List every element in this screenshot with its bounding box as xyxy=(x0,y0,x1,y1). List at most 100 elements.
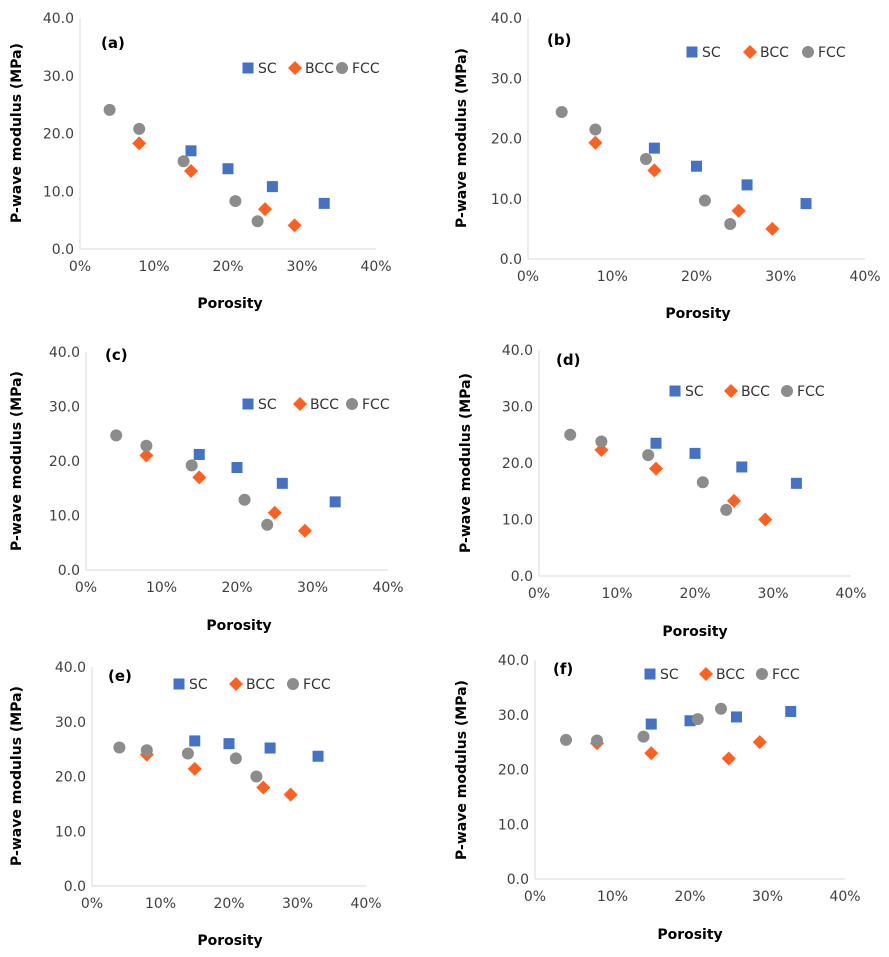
legend-label-bcc: BCC xyxy=(760,45,789,61)
x-tick-label: 40% xyxy=(350,896,381,912)
data-point-bcc xyxy=(765,221,780,236)
x-tick-label: 40% xyxy=(835,586,866,602)
x-axis-label: Porosity xyxy=(662,624,727,640)
data-point-sc xyxy=(318,197,330,209)
x-tick-label: 0% xyxy=(75,580,97,596)
data-point-fcc xyxy=(595,435,608,448)
data-point-bcc xyxy=(184,164,198,179)
legend-marker-bcc xyxy=(288,61,302,75)
legend-marker-sc xyxy=(173,678,185,690)
panel-label: (b) xyxy=(547,31,571,49)
y-tick-label: 20.0 xyxy=(43,127,74,143)
legend: SC BCC FCC xyxy=(669,384,825,400)
x-tick-label: 20% xyxy=(221,580,252,596)
data-point-bcc xyxy=(649,461,663,476)
data-point-bcc xyxy=(256,780,271,795)
data-point-sc xyxy=(231,462,243,474)
y-tick-label: 20.0 xyxy=(491,132,522,148)
x-tick-label: 20% xyxy=(213,896,244,912)
data-point-fcc xyxy=(110,429,123,442)
y-tick-label: 10.0 xyxy=(49,509,80,525)
x-tick-label: 0% xyxy=(81,896,103,912)
y-tick-label: 0.0 xyxy=(58,563,80,579)
legend-label-bcc: BCC xyxy=(741,384,770,400)
data-point-fcc xyxy=(103,103,116,116)
data-point-sc xyxy=(264,742,276,754)
y-axis-label: P-wave modulus (MPa) xyxy=(454,680,470,860)
y-tick-label: 0.0 xyxy=(64,879,86,895)
data-point-bcc xyxy=(758,512,773,527)
data-point-bcc xyxy=(588,135,603,150)
legend-label-fcc: FCC xyxy=(362,397,390,413)
data-point-fcc xyxy=(229,195,242,208)
legend-label-fcc: FCC xyxy=(352,61,380,77)
x-tick-label: 10% xyxy=(138,259,169,275)
legend-label-bcc: BCC xyxy=(310,397,339,413)
legend-marker-bcc xyxy=(724,384,738,398)
y-axis-label: P-wave modulus (MPa) xyxy=(9,43,25,223)
legend-marker-fcc xyxy=(287,678,299,690)
legend-label-sc: SC xyxy=(189,677,208,693)
y-tick-label: 10.0 xyxy=(491,192,522,208)
legend-marker-sc xyxy=(686,46,698,58)
data-point-sc xyxy=(312,750,324,762)
data-point-fcc xyxy=(560,733,572,746)
data-point-bcc xyxy=(727,493,741,508)
legend: SC BCC FCC xyxy=(686,45,846,61)
y-tick-label: 20.0 xyxy=(502,456,533,472)
data-point-sc xyxy=(193,448,205,460)
x-tick-label: 0% xyxy=(69,259,91,275)
data-point-bcc xyxy=(721,751,736,766)
x-tick-label: 10% xyxy=(597,269,628,285)
panel-label: (e) xyxy=(108,667,132,685)
y-tick-label: 40.0 xyxy=(498,653,529,669)
data-point-bcc xyxy=(139,448,154,463)
y-tick-label: 30.0 xyxy=(55,715,86,731)
legend: SC BCC FCC xyxy=(644,667,800,683)
data-point-sc xyxy=(650,437,662,449)
data-point-sc xyxy=(185,145,197,157)
data-point-sc xyxy=(329,496,341,508)
data-point-bcc xyxy=(267,505,282,520)
x-tick-label: 30% xyxy=(282,896,313,912)
x-tick-label: 10% xyxy=(597,889,628,905)
y-tick-label: 40.0 xyxy=(502,343,533,359)
data-point-bcc xyxy=(287,218,302,233)
x-axis-label: Porosity xyxy=(206,618,271,634)
data-point-fcc xyxy=(589,123,602,136)
data-point-bcc xyxy=(132,136,147,151)
data-point-sc xyxy=(276,477,288,489)
legend-label-bcc: BCC xyxy=(305,61,334,77)
data-point-fcc xyxy=(698,194,711,207)
data-point-fcc xyxy=(642,449,655,462)
data-point-sc xyxy=(731,711,742,723)
data-point-sc xyxy=(223,738,235,750)
y-tick-label: 40.0 xyxy=(491,11,522,27)
data-point-fcc xyxy=(140,439,153,452)
data-point-bcc xyxy=(283,787,298,802)
x-axis-label: Porosity xyxy=(657,927,722,943)
y-tick-label: 30.0 xyxy=(43,69,74,85)
legend-marker-fcc xyxy=(346,398,358,410)
data-point-fcc xyxy=(696,476,709,489)
legend-label-sc: SC xyxy=(660,667,679,683)
legend-label-fcc: FCC xyxy=(772,667,800,683)
legend-marker-sc xyxy=(242,62,254,74)
panel-label: (a) xyxy=(101,34,125,52)
y-axis-label: P-wave modulus (MPa) xyxy=(454,48,470,228)
data-point-fcc xyxy=(251,215,264,228)
data-point-sc xyxy=(645,718,657,730)
legend-marker-bcc xyxy=(229,677,243,691)
legend-marker-sc xyxy=(242,398,254,410)
y-tick-label: 20.0 xyxy=(55,770,86,786)
data-point-fcc xyxy=(229,752,242,765)
x-tick-label: 0% xyxy=(528,586,550,602)
x-tick-label: 40% xyxy=(849,269,880,285)
legend-label-sc: SC xyxy=(685,384,704,400)
data-point-bcc xyxy=(594,443,609,458)
y-tick-label: 0.0 xyxy=(507,872,529,888)
